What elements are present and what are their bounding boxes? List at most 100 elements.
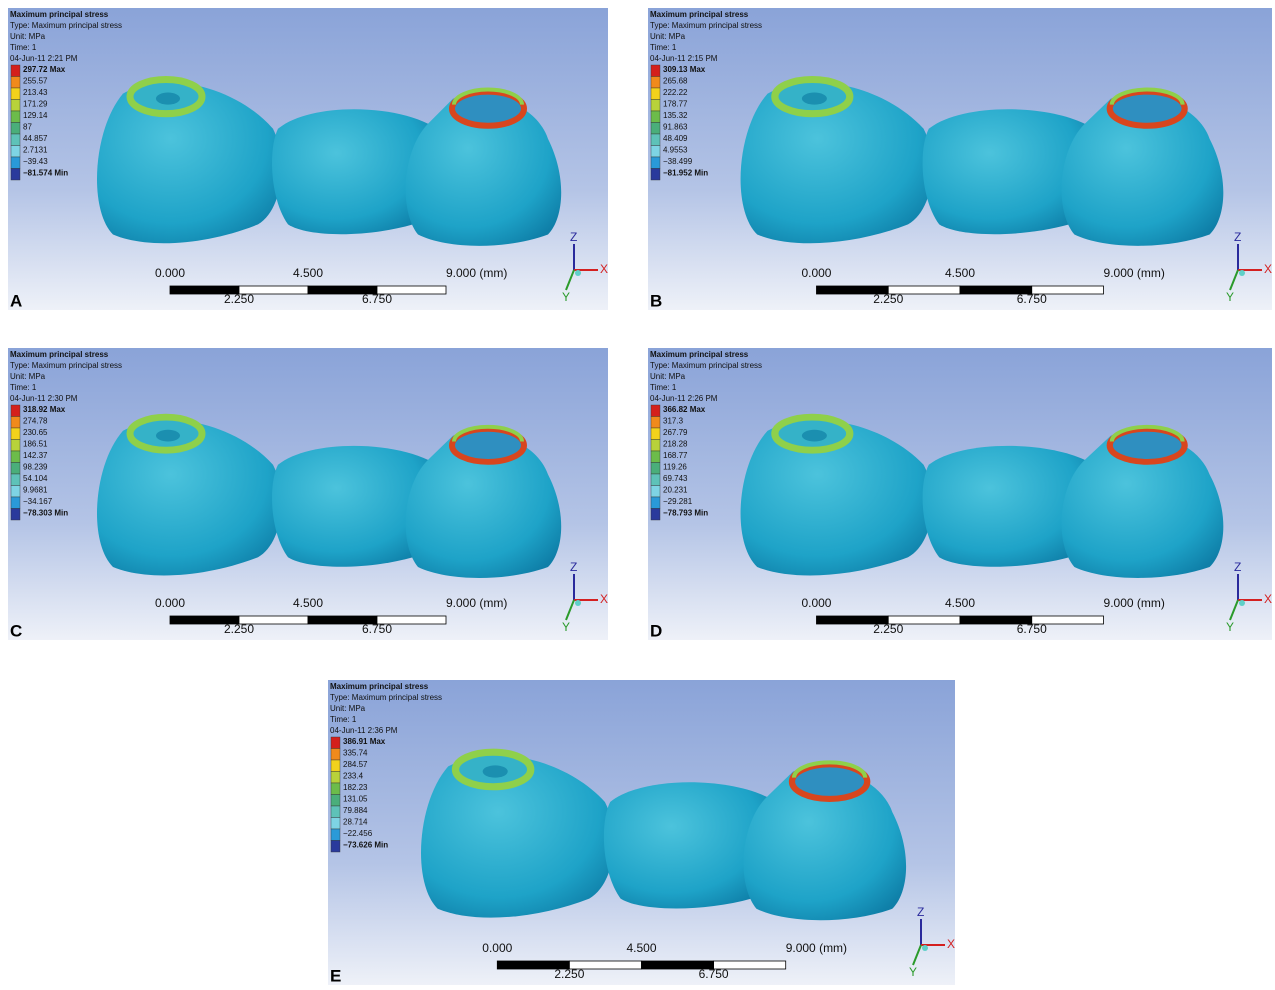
header-line: Time: 1 xyxy=(10,43,37,52)
legend-swatch xyxy=(11,405,20,417)
header-line: Type: Maximum principal stress xyxy=(10,361,122,370)
scale-label: 6.750 xyxy=(362,622,392,636)
legend-swatch xyxy=(651,88,660,100)
panel: Maximum principal stressType: Maximum pr… xyxy=(328,680,955,985)
legend-swatch xyxy=(11,123,20,135)
axis-label: X xyxy=(600,262,608,276)
legend-label: −78.303 Min xyxy=(23,509,68,518)
scale-label: 2.250 xyxy=(873,622,903,636)
legend-swatch xyxy=(331,749,340,761)
legend-label: −73.626 Min xyxy=(343,841,388,850)
scale-label: 2.250 xyxy=(873,292,903,306)
legend-swatch xyxy=(651,111,660,123)
legend-swatch xyxy=(651,405,660,417)
legend-swatch xyxy=(651,146,660,158)
header-line: Type: Maximum principal stress xyxy=(330,693,442,702)
legend-label: 4.9553 xyxy=(663,146,688,155)
legend-swatch xyxy=(331,783,340,795)
legend-swatch xyxy=(331,829,340,841)
axis-label: Z xyxy=(1234,560,1241,574)
panel-letter: D xyxy=(650,621,662,640)
legend-swatch xyxy=(331,818,340,830)
legend-swatch xyxy=(651,65,660,77)
legend-label: 284.57 xyxy=(343,760,368,769)
axis-label: Z xyxy=(570,230,577,244)
legend-label: −81.952 Min xyxy=(663,169,708,178)
header-line: Unit: MPa xyxy=(10,372,46,381)
triad-origin xyxy=(1239,600,1245,606)
legend-label: −78.793 Min xyxy=(663,509,708,518)
legend-swatch xyxy=(651,123,660,135)
axis-label: Y xyxy=(909,965,917,979)
panel-letter: B xyxy=(650,291,662,310)
legend-label: −29.281 xyxy=(663,497,693,506)
header-line: Type: Maximum principal stress xyxy=(650,361,762,370)
legend-label: 386.91 Max xyxy=(343,737,386,746)
header-line: Unit: MPa xyxy=(10,32,46,41)
legend-label: 233.4 xyxy=(343,772,364,781)
legend-label: −34.167 xyxy=(23,497,53,506)
legend-swatch xyxy=(11,497,20,509)
legend-swatch xyxy=(651,169,660,181)
header-line: Time: 1 xyxy=(650,43,677,52)
legend-swatch xyxy=(11,111,20,123)
legend-swatch xyxy=(651,77,660,89)
legend-swatch xyxy=(11,157,20,169)
legend-label: 213.43 xyxy=(23,88,48,97)
scale-label: 0.000 xyxy=(155,596,185,610)
panel-letter: E xyxy=(330,966,341,985)
header-line: Time: 1 xyxy=(330,715,357,724)
legend-label: 274.78 xyxy=(23,417,48,426)
legend-swatch xyxy=(651,157,660,169)
legend-label: 69.743 xyxy=(663,474,688,483)
axis-label: Y xyxy=(562,620,570,634)
legend-label: 222.22 xyxy=(663,88,688,97)
legend-swatch xyxy=(11,417,20,429)
legend-label: 87 xyxy=(23,123,32,132)
triad-origin xyxy=(575,270,581,276)
figure: Maximum principal stress Type: Maximum pr… xyxy=(0,0,1275,990)
legend-label: 265.68 xyxy=(663,77,688,86)
legend-label: 317.3 xyxy=(663,417,684,426)
ring-left-hole xyxy=(802,93,827,105)
scale-label: 9.000 (mm) xyxy=(446,596,507,610)
legend-swatch xyxy=(331,806,340,818)
scale-label: 6.750 xyxy=(1017,622,1047,636)
header-line: Maximum principal stress xyxy=(650,10,749,19)
header-line: 04-Jun-11 2:36 PM xyxy=(330,726,398,735)
legend-label: 79.884 xyxy=(343,806,368,815)
legend-label: 129.14 xyxy=(23,111,48,120)
legend-swatch xyxy=(651,451,660,463)
legend-swatch xyxy=(651,497,660,509)
header-line: 04-Jun-11 2:15 PM xyxy=(650,54,718,63)
legend-swatch xyxy=(331,737,340,749)
scale-label: 2.250 xyxy=(554,967,584,981)
legend-swatch xyxy=(11,100,20,112)
legend-label: 131.05 xyxy=(343,795,368,804)
legend-swatch xyxy=(651,417,660,429)
scale-label: 6.750 xyxy=(699,967,729,981)
scale-label: 4.500 xyxy=(945,266,975,280)
scale-label: 9.000 (mm) xyxy=(1104,596,1165,610)
header-line: 04-Jun-11 2:26 PM xyxy=(650,394,718,403)
legend-swatch xyxy=(651,134,660,146)
legend-label: −81.574 Min xyxy=(23,169,68,178)
axis-label: X xyxy=(600,592,608,606)
legend-swatch xyxy=(651,100,660,112)
triad-origin xyxy=(575,600,581,606)
legend-swatch xyxy=(651,486,660,498)
axis-label: Y xyxy=(1226,290,1234,304)
legend-swatch xyxy=(11,65,20,77)
legend-swatch xyxy=(11,509,20,521)
panel: Maximum principal stress Type: Maximum pr… xyxy=(648,8,1272,310)
header-line: Unit: MPa xyxy=(650,372,686,381)
axis-label: X xyxy=(1264,592,1272,606)
legend-swatch xyxy=(651,428,660,440)
axis-label: X xyxy=(947,937,955,951)
legend-label: 168.77 xyxy=(663,451,688,460)
legend-label: 54.104 xyxy=(23,474,48,483)
legend-swatch xyxy=(11,463,20,475)
axis-label: Y xyxy=(562,290,570,304)
header-line: Type: Maximum principal stress xyxy=(650,21,762,30)
